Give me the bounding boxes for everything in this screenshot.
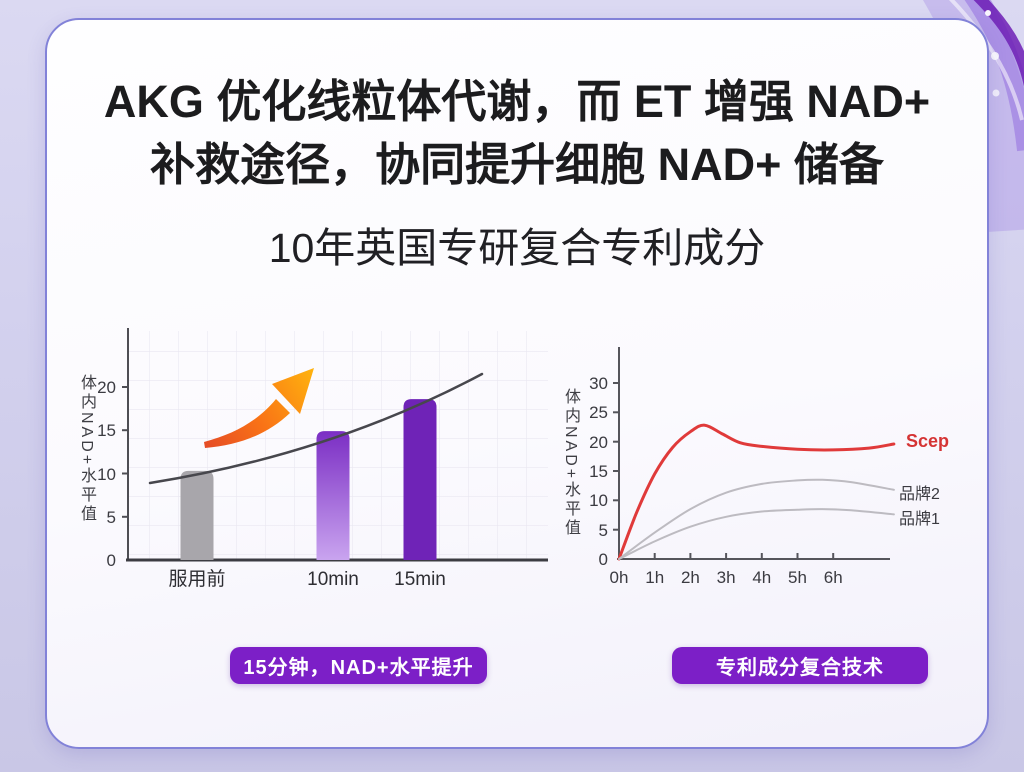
page-subtitle: 10年英国专研复合专利成分 — [268, 225, 766, 271]
line-x-tick-2h: 2h — [681, 568, 700, 587]
line-y-tick-30: 30 — [589, 374, 608, 393]
line-x-tick-3h: 3h — [717, 568, 736, 587]
bar-before-taking — [180, 470, 214, 560]
line-x-tick-4h: 4h — [752, 568, 771, 587]
line-x-tick-5h: 5h — [788, 568, 807, 587]
bar-10min — [316, 431, 350, 560]
legend-brand2: 品牌2 — [899, 485, 940, 503]
bar-y-tick-20: 20 — [97, 378, 116, 397]
title-line-2: 补救途径，协同提升细胞 NAD+ 储备 — [150, 139, 884, 190]
line-scep — [617, 423, 896, 561]
ribbon-band-mid — [964, 0, 1024, 152]
line-chart: 体内NAD+水平值 — [542, 332, 972, 597]
bar-chart: 体内NAD+水平值 — [62, 322, 562, 612]
bar-y-tick-15: 15 — [97, 421, 116, 440]
bar-y-tick-5: 5 — [107, 508, 116, 527]
bar-y-tick-10: 10 — [97, 465, 116, 484]
title-line-1: AKG 优化线粒体代谢，而 ET 增强 NAD+ — [103, 76, 931, 127]
line-y-tick-10: 10 — [589, 491, 608, 510]
legend-brand1: 品牌1 — [899, 510, 940, 528]
trend-curve — [148, 372, 484, 485]
legend-scep: Scep — [906, 431, 949, 451]
line-y-tick-15: 15 — [589, 462, 608, 481]
line-brand2 — [618, 478, 895, 560]
bar-label-before-taking: 服用前 — [168, 568, 225, 590]
bar-chart-caption-button[interactable]: 15分钟，NAD+水平提升 — [230, 647, 487, 684]
content-card: AKG 优化线粒体代谢，而 ET 增强 NAD+ 补救途径，协同提升细胞 NAD… — [45, 18, 989, 749]
bar-chart-y-tick-marks — [122, 386, 129, 518]
bar-label-15min: 15min — [394, 569, 446, 590]
bar-15min — [403, 399, 437, 560]
rising-arrow-icon — [204, 368, 314, 448]
bar-label-10min: 10min — [307, 569, 359, 590]
ribbon-band-wide — [922, 0, 1024, 232]
line-x-tick-1h: 1h — [645, 568, 664, 587]
bar-y-tick-0: 0 — [107, 551, 116, 570]
line-brand1 — [618, 508, 895, 560]
line-chart-caption-button[interactable]: 专利成分复合技术 — [672, 647, 928, 684]
line-chart-plot: 30 25 20 15 10 5 0 0h 1h 2h 3h 4h 5h 6h — [589, 347, 949, 587]
page-title: AKG 优化线粒体代谢，而 ET 增强 NAD+ 补救途径，协同提升细胞 NAD… — [47, 70, 987, 196]
line-y-tick-20: 20 — [589, 433, 608, 452]
line-chart-x-tick-marks — [653, 553, 835, 559]
line-y-tick-5: 5 — [599, 521, 608, 540]
bar-chart-plot: 20 15 10 5 0 服用前 10min 15min — [97, 328, 548, 590]
ribbon-decoration — [922, 0, 1024, 232]
ribbon-highlight — [948, 0, 1024, 121]
line-x-tick-6h: 6h — [824, 568, 843, 587]
bar-chart-y-axis-label: 体内NAD+水平值 — [78, 374, 95, 525]
ribbon-dots — [985, 10, 1000, 97]
line-y-tick-25: 25 — [589, 403, 608, 422]
line-chart-y-axis-label: 体内NAD+水平值 — [562, 388, 579, 539]
line-x-tick-0h: 0h — [610, 568, 629, 587]
ribbon-band-dark — [973, 0, 1024, 87]
line-chart-y-tick-marks — [613, 382, 620, 531]
line-y-tick-0: 0 — [599, 550, 608, 569]
